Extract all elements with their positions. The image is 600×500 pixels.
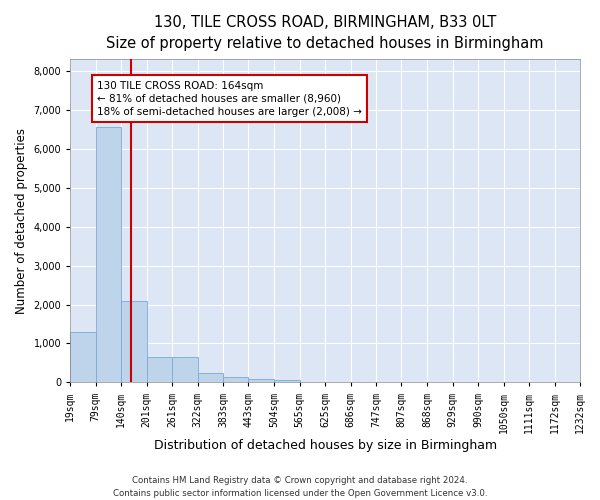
Bar	[197, 372, 223, 382]
Bar	[223, 378, 248, 382]
Text: 130 TILE CROSS ROAD: 164sqm
← 81% of detached houses are smaller (8,960)
18% of : 130 TILE CROSS ROAD: 164sqm ← 81% of det…	[97, 80, 362, 117]
Bar	[147, 357, 172, 382]
X-axis label: Distribution of detached houses by size in Birmingham: Distribution of detached houses by size …	[154, 440, 497, 452]
Text: Contains HM Land Registry data © Crown copyright and database right 2024.
Contai: Contains HM Land Registry data © Crown c…	[113, 476, 487, 498]
Bar	[248, 378, 274, 382]
Bar	[95, 128, 121, 382]
Bar	[70, 332, 95, 382]
Title: 130, TILE CROSS ROAD, BIRMINGHAM, B33 0LT
Size of property relative to detached : 130, TILE CROSS ROAD, BIRMINGHAM, B33 0L…	[106, 15, 544, 51]
Bar	[172, 358, 197, 382]
Bar	[274, 380, 300, 382]
Y-axis label: Number of detached properties: Number of detached properties	[15, 128, 28, 314]
Bar	[121, 302, 147, 382]
